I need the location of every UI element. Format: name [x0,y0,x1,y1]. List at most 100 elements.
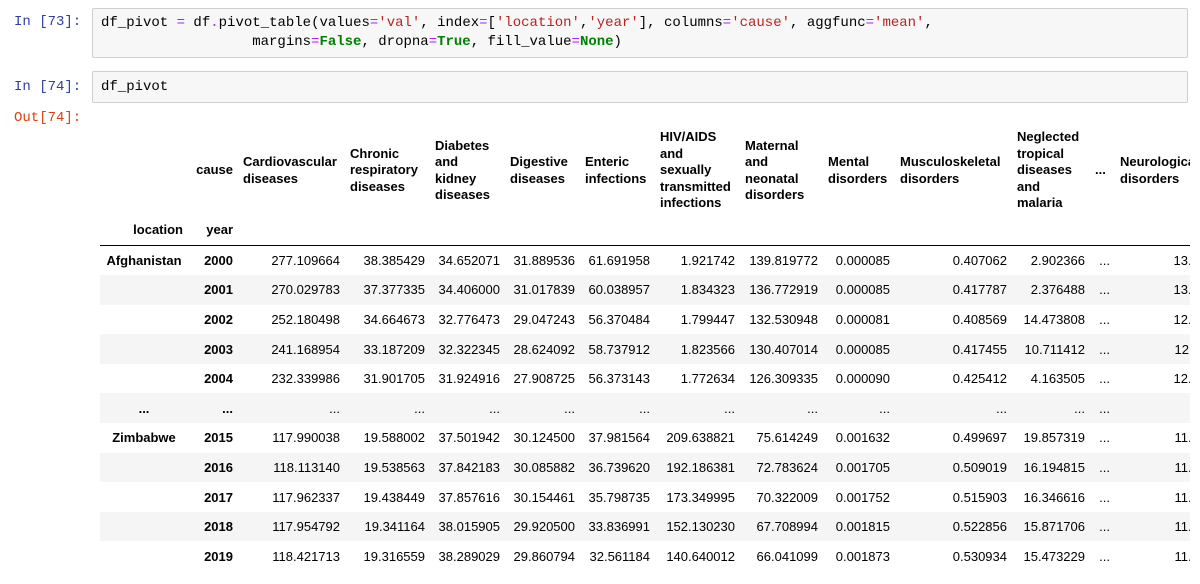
cell-value: 0.417455 [952,341,1007,357]
cell-value: 32.322345 [438,341,500,357]
cell-value: 118.113140 [273,459,340,475]
cell-value: 11.213259 [1174,519,1191,535]
cell-value: ... [1099,371,1110,387]
cell-value: 11.265418 [1174,548,1191,564]
code-editor[interactable]: df_pivot = df.pivot_table(values='val', … [92,8,1188,58]
code-line: df_pivot = df.pivot_table(values='val', … [101,14,1179,33]
cell-value: 0.001632 [835,430,890,446]
cell-value: 192.186381 [666,459,735,475]
code-token: df [185,15,211,31]
data-row: 2019 118.421713 19.316559 38.289029 29.86079… [100,541,1190,571]
cell-value: 75.614249 [756,430,818,446]
cell-value: 19.316559 [363,548,425,564]
cell-value: ... [1099,282,1110,298]
code-token: [ [487,15,496,31]
cell-value: ... [1099,459,1110,475]
cell-value: 4.163505 [1030,371,1085,387]
code-token: . [210,15,219,31]
header-blank [345,215,430,246]
cell-value: 0.001815 [835,519,890,535]
column-header: ... [1095,162,1106,178]
code-token: ) [613,34,622,50]
cell-value: 0.000085 [835,253,890,269]
row-location [100,512,188,542]
code-token: , [924,15,933,31]
cell-value: 58.737912 [588,341,650,357]
header-blank [895,215,1012,246]
cell-value: 30.124500 [513,430,575,446]
cell-value: 15.473229 [1023,548,1085,564]
cell-value: 70.322009 [756,489,818,505]
header-blank [655,215,740,246]
cell-value: 31.901705 [363,371,425,387]
cell-value: 1.823566 [680,341,735,357]
data-row: Zimbabwe 2015 117.990038 19.588002 37.501942… [100,423,1190,453]
header-blank [740,215,823,246]
code-token: 'val' [378,15,421,31]
cell-value: 0.001873 [835,548,890,564]
code-line: df_pivot [101,78,1179,97]
cell-value: 31.017839 [513,282,575,298]
cell-value: 12.281945 [1173,311,1190,327]
cell-value: 12.051452 [1173,371,1190,387]
cell-value: 152.130230 [666,519,735,535]
code-token: pivot_table(values [218,15,370,31]
cell-value: 1.799447 [680,311,735,327]
code-token: = [479,15,488,31]
cell-value: 0.000085 [835,282,890,298]
row-location [100,275,188,305]
cell-value: 30.085882 [513,459,575,475]
cell-value: 0.001705 [835,459,890,475]
output-prompt: Out[74]: [14,110,82,126]
cell-value: 38.385429 [363,253,425,269]
cell-value: 126.309335 [749,371,818,387]
cell-value: 0.000081 [835,311,890,327]
code-token: = [722,15,732,31]
cell-value: 173.349995 [666,489,735,505]
column-header: Musculoskeletal disorders [900,154,1001,186]
cell-value: 29.860794 [513,548,575,564]
code-token: = [865,15,875,31]
cell-value: 34.664673 [363,311,425,327]
cell-value: 0.530934 [952,548,1007,564]
header-blank [1012,215,1090,246]
column-header: Chronic respiratory diseases [350,145,418,194]
code-token: ], columns [638,15,723,31]
cell-value: 11.184033 [1174,489,1191,505]
cell-value: 29.920500 [513,519,575,535]
header-blank [505,215,580,246]
cell-value: 35.798735 [588,489,650,505]
row-location [100,305,188,335]
cell-value: ... [996,400,1007,416]
cell-value: 13.040712 [1173,282,1190,298]
data-row: 2018 117.954792 19.341164 38.015905 29.92050… [100,511,1191,542]
cell-value: ... [879,400,890,416]
cell-value: 1.834323 [680,282,735,298]
cell-value: 277.109664 [271,253,340,269]
cell-value: 209.638821 [666,430,735,446]
code-editor[interactable]: df_pivot [92,71,1188,103]
header-blank [1115,215,1190,246]
code-token: False [319,34,362,50]
cell-value: 66.041099 [756,548,818,564]
input-prompt: In [73]: [14,14,82,30]
cell-value: 37.857616 [438,489,500,505]
row-year: 2017 [204,489,233,505]
code-token: , fill_value [470,34,572,50]
row-location [100,482,188,512]
row-year: 2016 [204,459,233,475]
cell-value: 14.473808 [1023,311,1085,327]
dataframe-table: cause Cardiovascular diseases Chronic resp… [100,126,1190,571]
cell-value: ... [489,400,500,416]
cell-value: ... [1099,489,1110,505]
cell-value: 1.921742 [680,253,735,269]
cell-value: 117.962337 [272,489,340,505]
code-token: , [579,15,589,31]
index-name: year [188,215,238,246]
data-row: Afghanistan 2000 277.109664 38.385429 34.652… [100,246,1190,276]
cell-value: 19.857319 [1023,430,1085,446]
cell-value: 11.103244 [1174,430,1191,446]
header-blank [430,215,505,246]
cell-value: ... [807,400,818,416]
code-token: , aggfunc [790,15,866,31]
